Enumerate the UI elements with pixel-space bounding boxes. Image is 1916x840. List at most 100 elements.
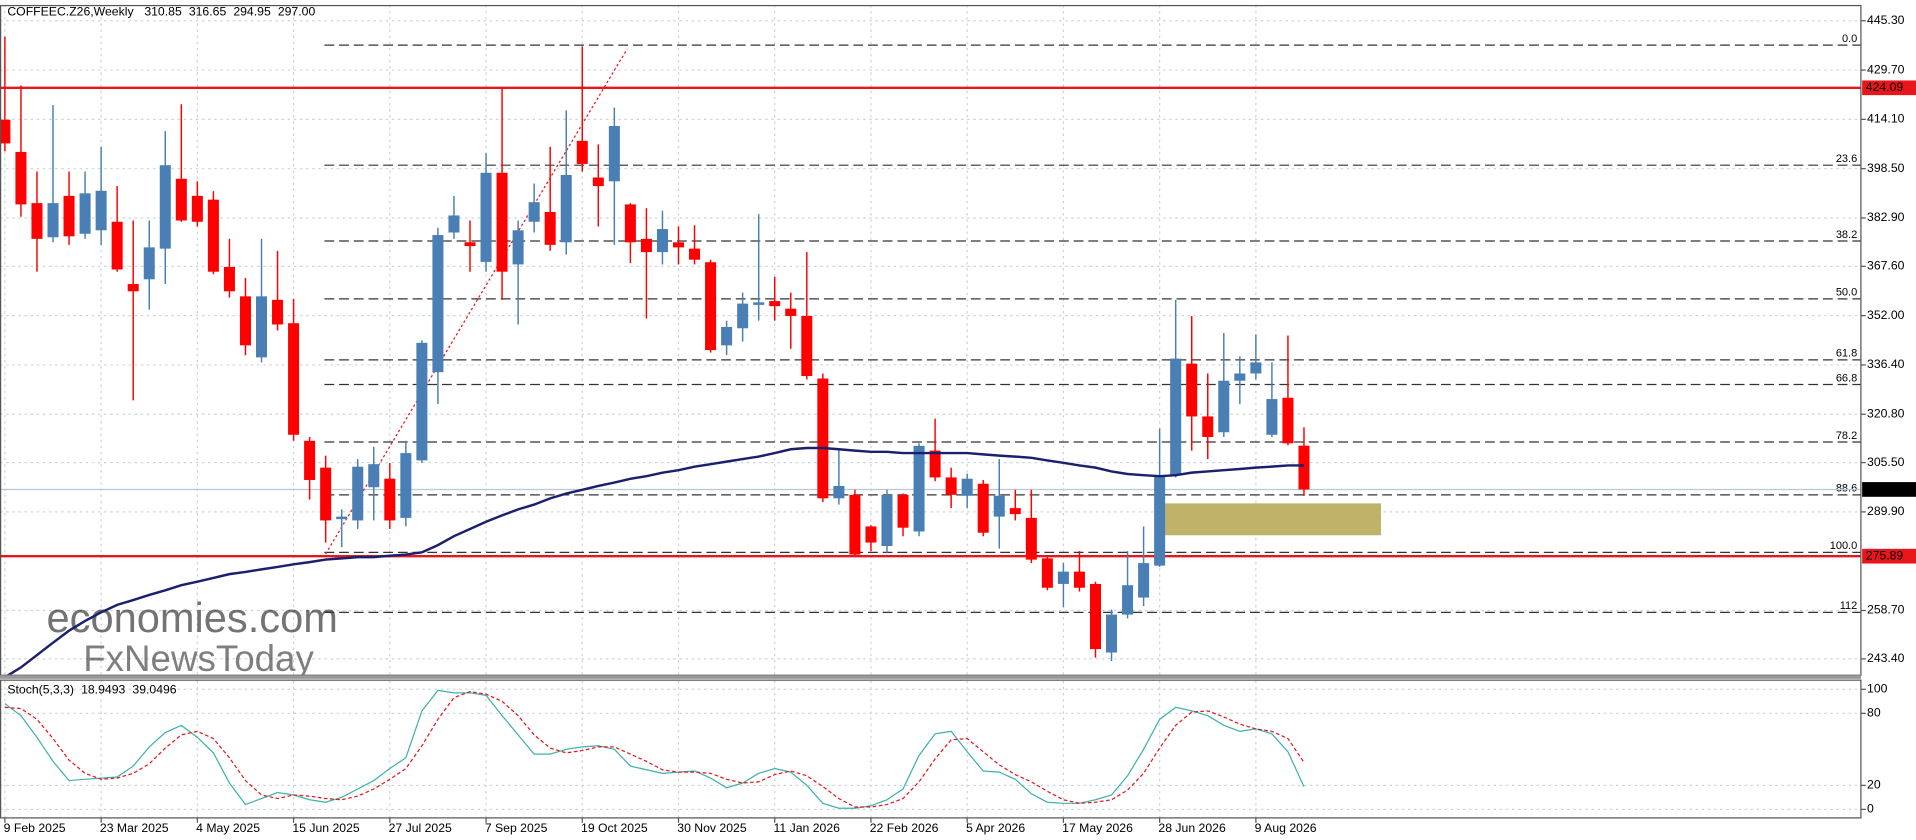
x-tick-label: 9 Feb 2025 <box>4 821 66 835</box>
fib-label: 66.8 <box>1836 372 1857 384</box>
candle-body <box>416 342 428 461</box>
y-tick-label: 305.50 <box>1867 455 1905 469</box>
candle-body <box>352 466 364 521</box>
x-tick-label: 22 Feb 2026 <box>870 821 939 835</box>
candle-body <box>432 235 444 373</box>
candle-body <box>239 296 251 346</box>
header-low: 294.95 <box>233 5 271 19</box>
candle-body <box>560 174 572 243</box>
candle-body <box>769 301 781 307</box>
y-tick-label: 20 <box>1867 778 1881 792</box>
y-tick-label: 367.60 <box>1867 259 1905 273</box>
fib-label: 50.0 <box>1836 287 1857 299</box>
candle-body <box>640 238 652 253</box>
x-tick-label: 9 Aug 2026 <box>1255 821 1317 835</box>
candle-body <box>785 308 797 316</box>
candle-body <box>1186 363 1198 417</box>
fib-label: 100.0 <box>1830 540 1858 552</box>
candle-body <box>400 453 412 518</box>
candle-body <box>705 262 717 351</box>
highlight-zone <box>1162 503 1381 536</box>
candle-body <box>929 450 941 478</box>
fib-label: 112 <box>1840 600 1858 612</box>
x-tick-label: 23 Mar 2025 <box>100 821 169 835</box>
stoch-k-value: 18.9493 <box>81 683 125 697</box>
stoch-plot <box>0 680 1861 818</box>
candle-body <box>1234 373 1246 381</box>
level-tag-label: 424.09 <box>1866 80 1904 94</box>
candle-body <box>961 478 973 496</box>
candle-body <box>881 494 893 547</box>
candle-body <box>1266 399 1278 435</box>
level-tag-label: 275.89 <box>1866 548 1904 562</box>
x-tick-label: 28 Jun 2026 <box>1158 821 1226 835</box>
candle-body <box>608 126 620 182</box>
fib-label: 88.6 <box>1836 483 1857 495</box>
y-tick-label: 352.00 <box>1867 308 1905 322</box>
candle-body <box>79 193 91 234</box>
candle-body <box>897 494 909 528</box>
candle-body <box>47 203 59 238</box>
candle-body <box>175 178 187 221</box>
candle-body <box>977 483 989 533</box>
candle-body <box>1073 571 1085 588</box>
candle-body <box>207 199 219 272</box>
candle-body <box>223 266 235 292</box>
candle-body <box>111 221 123 270</box>
axes: 445.30 429.70 414.10 398.50 382.90 367.60 352.… <box>4 13 1916 835</box>
candle-body <box>689 248 701 260</box>
candle-body <box>1250 362 1262 374</box>
candle-body <box>15 151 27 205</box>
candle-body <box>31 203 43 239</box>
candle-body <box>849 494 861 555</box>
candle-body <box>1154 475 1166 566</box>
x-tick-label: 11 Jan 2026 <box>774 821 841 835</box>
y-tick-label: 0 <box>1867 802 1874 816</box>
candle-body <box>1170 358 1182 476</box>
candle-body <box>480 172 492 262</box>
candle-body <box>1218 380 1230 433</box>
candle-body <box>817 378 829 499</box>
candle-body <box>1025 517 1037 560</box>
candle-body <box>753 302 765 305</box>
candle-body <box>512 230 524 265</box>
candle-body <box>1138 563 1150 598</box>
watermark: economies.com <box>47 594 338 641</box>
header-open: 310.85 <box>144 5 182 19</box>
candle-body <box>384 478 396 521</box>
candle-body <box>1298 445 1310 490</box>
candle-body <box>448 215 460 233</box>
fib-label: 0.0 <box>1842 33 1857 45</box>
candle-body <box>656 229 668 253</box>
candle-body <box>336 516 348 520</box>
x-tick-label: 5 Apr 2026 <box>966 821 1025 835</box>
candle-body <box>1122 585 1134 615</box>
x-tick-label: 4 May 2025 <box>196 821 260 835</box>
stoch-line <box>4 691 1305 808</box>
stoch-frame <box>0 679 1862 819</box>
y-tick-label: 289.90 <box>1867 504 1905 518</box>
x-tick-label: 7 Sep 2025 <box>485 821 548 835</box>
fib-label: 23.6 <box>1836 153 1857 165</box>
last-price-label: 297.00 <box>1866 482 1904 496</box>
candle-body <box>0 119 11 144</box>
candle-body <box>801 315 813 376</box>
y-tick-label: 258.70 <box>1867 603 1905 617</box>
header-high: 316.65 <box>189 5 227 19</box>
fib-label: 38.2 <box>1836 229 1857 241</box>
candle-body <box>304 440 316 480</box>
header-close: 297.00 <box>278 5 316 19</box>
fib-label: 78.2 <box>1836 430 1857 442</box>
candle-body <box>159 165 171 249</box>
y-tick-label: 336.40 <box>1867 357 1905 371</box>
candle-body <box>833 485 845 499</box>
stoch-name: Stoch(5,3,3) <box>7 683 74 697</box>
stoch-line <box>4 689 1305 809</box>
candle-body <box>288 323 300 435</box>
candle-body <box>1202 416 1214 437</box>
candle-body <box>544 211 556 245</box>
candle-body <box>464 242 476 247</box>
